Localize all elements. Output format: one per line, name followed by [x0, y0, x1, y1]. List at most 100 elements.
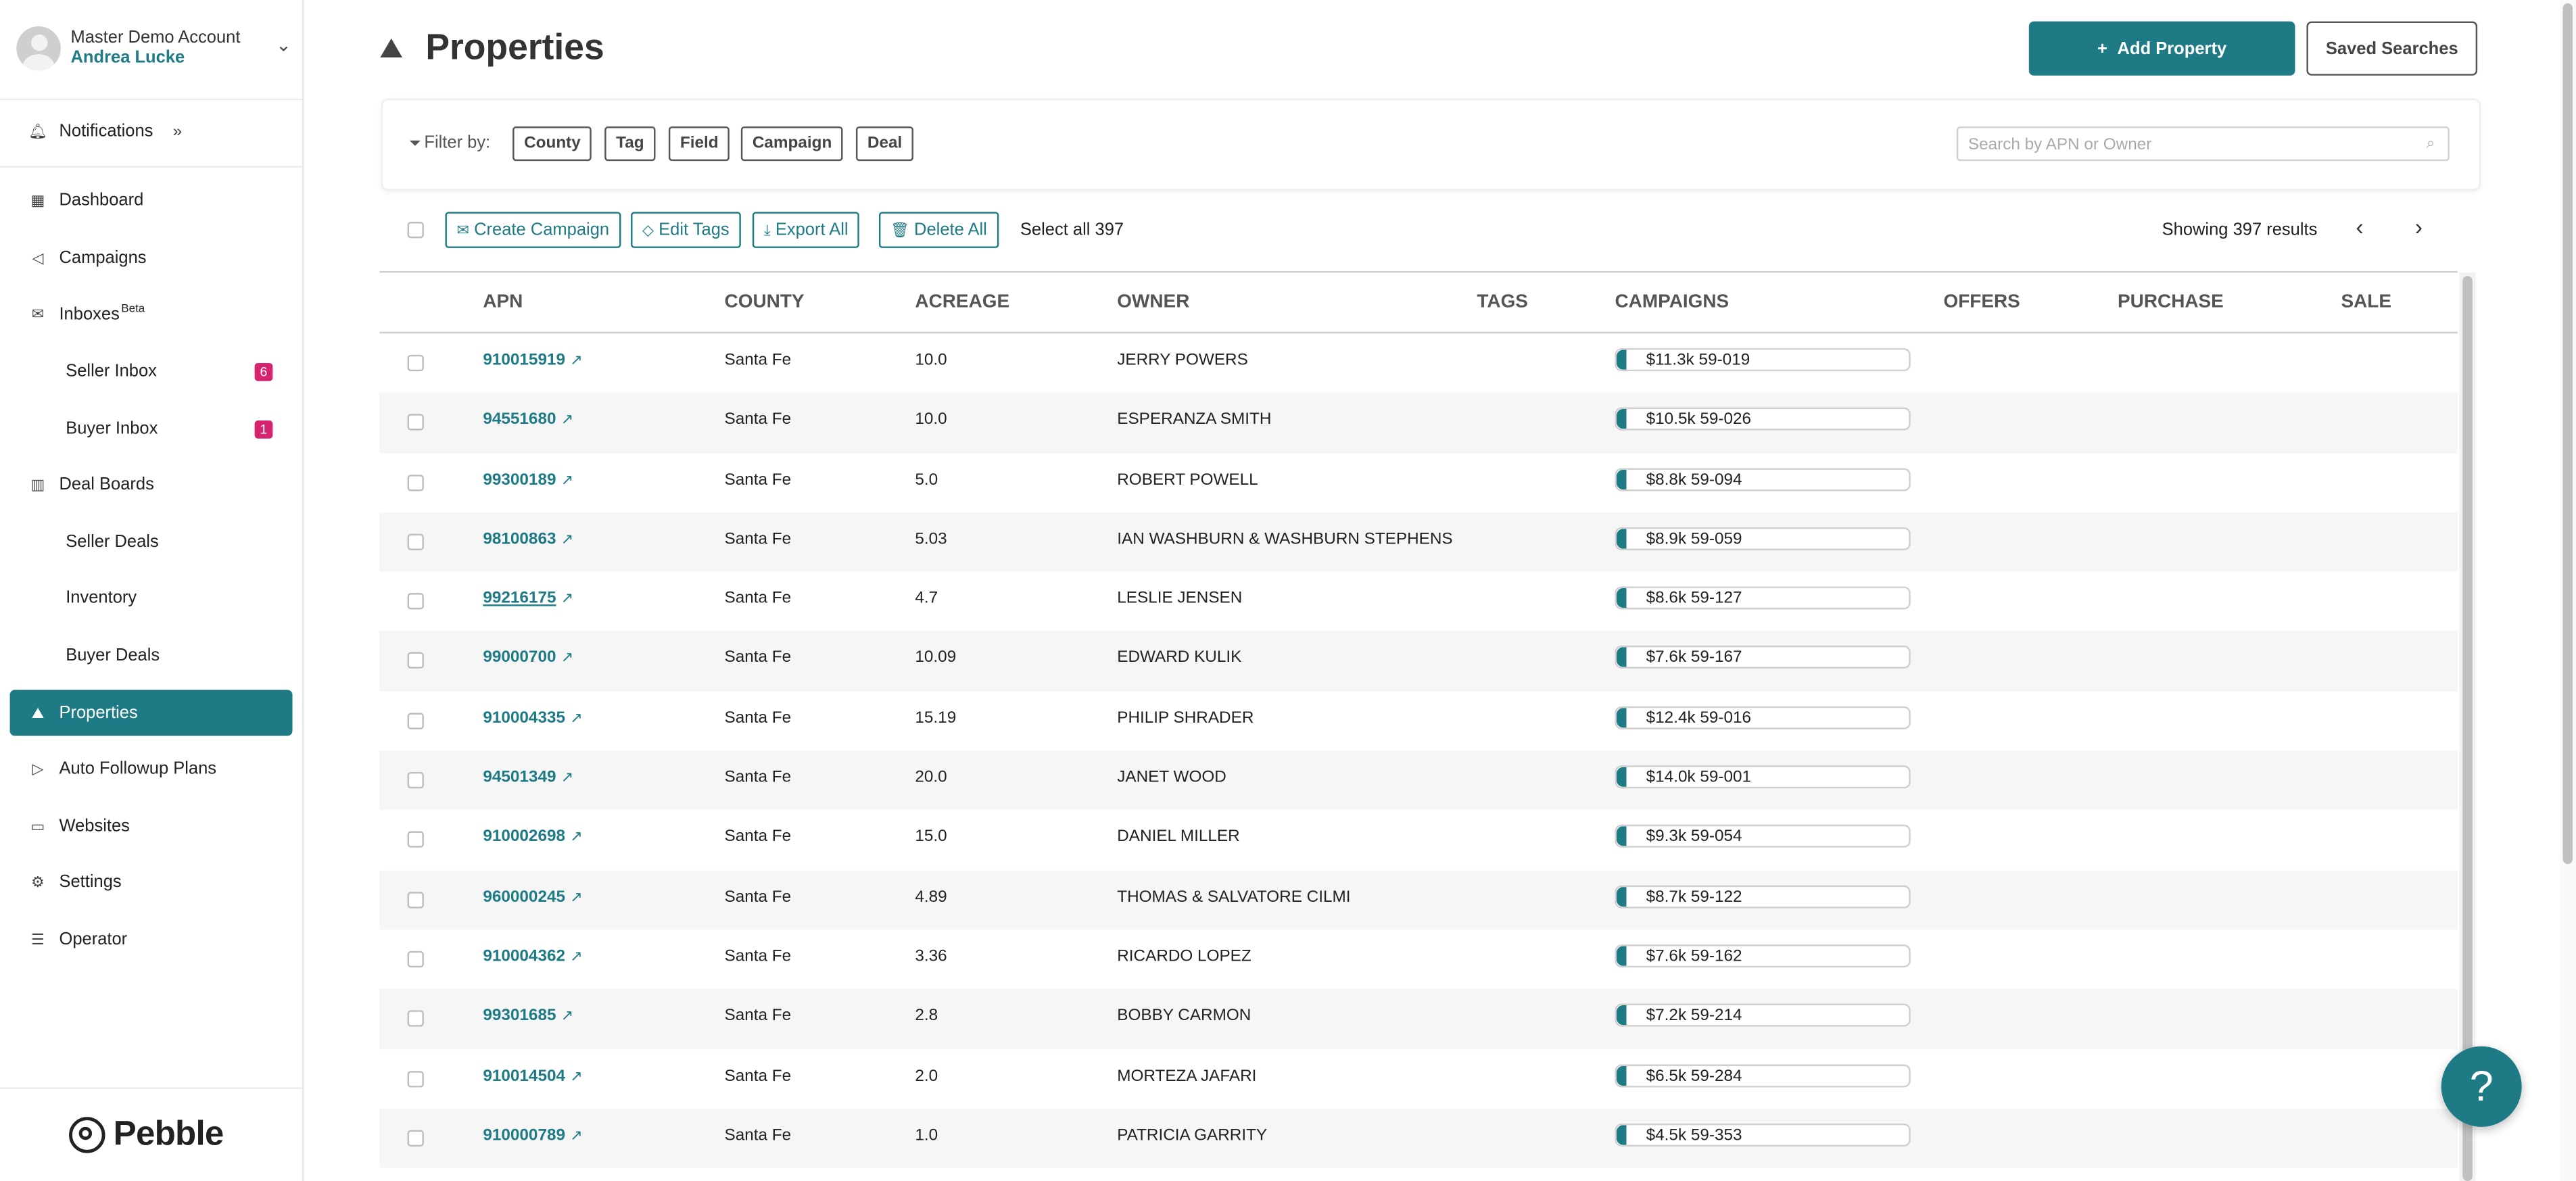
select-all-link[interactable]: Select all 397 — [1020, 220, 1124, 240]
chevron-down-icon[interactable]: ⌄ — [276, 36, 291, 56]
column-header-county[interactable]: COUNTY — [724, 292, 805, 312]
external-link-icon[interactable]: ↗ — [570, 709, 583, 726]
table-row[interactable]: 99301685 ↗ Santa Fe 2.8 BOBBY CARMON $7.2… — [379, 989, 2458, 1049]
table-row[interactable]: 99300189 ↗ Santa Fe 5.0 ROBERT POWELL $8.… — [379, 453, 2458, 512]
row-checkbox[interactable] — [407, 354, 424, 372]
campaign-pill[interactable]: $11.3k 59-019 — [1615, 348, 1911, 372]
double-chevron-right-icon[interactable]: » — [172, 122, 183, 141]
table-row[interactable]: 98100863 ↗ Santa Fe 5.03 IAN WASHBURN & W… — [379, 512, 2458, 573]
external-link-icon[interactable]: ↗ — [570, 947, 583, 965]
column-header-apn[interactable]: APN — [483, 292, 523, 312]
campaign-pill[interactable]: $8.9k 59-059 — [1615, 527, 1911, 550]
row-checkbox[interactable] — [407, 772, 424, 789]
campaign-pill[interactable]: $4.5k 59-353 — [1615, 1123, 1911, 1147]
campaign-pill[interactable]: $12.4k 59-016 — [1615, 706, 1911, 729]
row-checkbox[interactable] — [407, 950, 424, 968]
create-campaign-button[interactable]: ✉ Create Campaign — [445, 212, 621, 248]
campaign-pill[interactable]: $7.2k 59-214 — [1615, 1004, 1911, 1028]
campaign-pill[interactable]: $8.7k 59-122 — [1615, 884, 1911, 908]
table-row[interactable]: 910015919 ↗ Santa Fe 10.0 JERRY POWERS $1… — [379, 333, 2458, 393]
apn-link[interactable]: 99301685 — [483, 1007, 556, 1026]
campaign-pill[interactable]: $7.6k 59-167 — [1615, 646, 1911, 670]
table-row[interactable]: 910004362 ↗ Santa Fe 3.36 RICARDO LOPEZ $… — [379, 930, 2458, 989]
row-checkbox[interactable] — [407, 891, 424, 908]
apn-link[interactable]: 910004362 — [483, 947, 566, 966]
sidebar-item-websites[interactable]: ▭ Websites — [10, 803, 293, 849]
external-link-icon[interactable]: ↗ — [560, 649, 574, 667]
sidebar-item-auto-followup-plans[interactable]: ▷ Auto Followup Plans — [10, 746, 293, 792]
apn-link[interactable]: 910002698 — [483, 828, 566, 847]
external-link-icon[interactable]: ↗ — [570, 1067, 583, 1084]
sidebar-item-inboxes[interactable]: ✉ Inboxes Beta — [10, 291, 293, 337]
filter-chip-campaign[interactable]: Campaign — [740, 126, 844, 162]
table-row[interactable]: 94551680 ↗ Santa Fe 10.0 ESPERANZA SMITH … — [379, 393, 2458, 453]
apn-link[interactable]: 910015919 — [483, 351, 566, 370]
external-link-icon[interactable]: ↗ — [560, 1007, 574, 1024]
column-header-owner[interactable]: OWNER — [1117, 292, 1190, 312]
table-scrollbar[interactable] — [2459, 272, 2476, 1181]
external-link-icon[interactable]: ↗ — [570, 351, 583, 368]
table-row[interactable]: 910002698 ↗ Santa Fe 15.0 DANIEL MILLER $… — [379, 811, 2458, 870]
row-checkbox[interactable] — [407, 1130, 424, 1147]
search-input[interactable] — [1958, 129, 2422, 162]
row-checkbox[interactable] — [407, 414, 424, 431]
scrollbar-thumb[interactable] — [2562, 3, 2573, 865]
external-link-icon[interactable]: ↗ — [560, 471, 574, 487]
sidebar-item-properties[interactable]: ⛰︎ Properties — [9, 690, 293, 736]
external-link-icon[interactable]: ↗ — [560, 411, 574, 428]
apn-link[interactable]: 99300189 — [483, 471, 556, 489]
sidebar-item-campaigns[interactable]: ◁ Campaigns — [10, 235, 293, 281]
campaign-pill[interactable]: $9.3k 59-054 — [1615, 825, 1911, 848]
apn-link[interactable]: 98100863 — [483, 530, 556, 549]
prev-page-icon[interactable]: ‹ — [2356, 213, 2364, 240]
filter-chip-field[interactable]: Field — [668, 126, 730, 162]
table-row[interactable]: 910014504 ↗ Santa Fe 2.0 MORTEZA JAFARI $… — [379, 1049, 2458, 1109]
column-header-sale[interactable]: SALE — [2341, 292, 2391, 312]
edit-tags-button[interactable]: ◇ Edit Tags — [631, 212, 741, 248]
table-row[interactable]: 99216175 ↗ Santa Fe 4.7 LESLIE JENSEN $8.… — [379, 572, 2458, 631]
campaign-pill[interactable]: $10.5k 59-026 — [1615, 408, 1911, 431]
campaign-pill[interactable]: $14.0k 59-001 — [1615, 765, 1911, 789]
sidebar-item-buyer-deals[interactable]: Buyer Deals — [10, 632, 293, 678]
table-row[interactable]: 910004335 ↗ Santa Fe 15.19 PHILIP SHRADER… — [379, 691, 2458, 750]
filter-chip-county[interactable]: County — [512, 126, 592, 162]
sidebar-item-operator[interactable]: ☰ Operator — [10, 917, 293, 963]
row-checkbox[interactable] — [407, 1010, 424, 1028]
help-button[interactable]: ? — [2441, 1046, 2522, 1127]
add-property-button[interactable]: + Add Property — [2028, 21, 2295, 76]
saved-searches-button[interactable]: Saved Searches — [2306, 21, 2478, 76]
external-link-icon[interactable]: ↗ — [570, 828, 583, 845]
external-link-icon[interactable]: ↗ — [560, 769, 574, 786]
export-all-button[interactable]: ⤓ Export All — [752, 212, 860, 248]
sidebar-item-seller-inbox[interactable]: Seller Inbox 6 — [10, 348, 293, 394]
table-row[interactable]: 94501349 ↗ Santa Fe 20.0 JANET WOOD $14.0… — [379, 750, 2458, 811]
next-page-icon[interactable]: › — [2414, 213, 2423, 240]
page-scrollbar[interactable] — [2559, 0, 2576, 1181]
apn-link[interactable]: 910000789 — [483, 1126, 566, 1145]
apn-link[interactable]: 910004335 — [483, 709, 566, 727]
sidebar-item-settings[interactable]: ⚙ Settings — [10, 859, 293, 905]
apn-link[interactable]: 960000245 — [483, 888, 566, 907]
external-link-icon[interactable]: ↗ — [560, 589, 574, 607]
scrollbar-thumb[interactable] — [2462, 276, 2473, 1181]
sidebar-item-buyer-inbox[interactable]: Buyer Inbox 1 — [10, 406, 293, 452]
column-header-campaigns[interactable]: CAMPAIGNS — [1615, 292, 1730, 312]
column-header-purchase[interactable]: PURCHASE — [2118, 292, 2224, 312]
sidebar-item-notifications[interactable]: 🔔︎ Notifications » — [10, 108, 293, 154]
column-header-tags[interactable]: TAGS — [1477, 292, 1528, 312]
campaign-pill[interactable]: $6.5k 59-284 — [1615, 1063, 1911, 1087]
apn-link[interactable]: 94501349 — [483, 769, 556, 788]
column-header-offers[interactable]: OFFERS — [1943, 292, 2020, 312]
account-switcher[interactable]: Master Demo Account Andrea Lucke ⌄ — [16, 26, 295, 72]
apn-link[interactable]: 99216175 — [483, 589, 556, 608]
sidebar-item-dashboard[interactable]: ▦ Dashboard — [10, 177, 293, 223]
row-checkbox[interactable] — [407, 474, 424, 491]
campaign-pill[interactable]: $8.8k 59-094 — [1615, 467, 1911, 491]
campaign-pill[interactable]: $7.6k 59-162 — [1615, 944, 1911, 968]
row-checkbox[interactable] — [407, 831, 424, 848]
external-link-icon[interactable]: ↗ — [560, 530, 574, 547]
apn-link[interactable]: 910014504 — [483, 1067, 566, 1086]
table-row[interactable]: 960000245 ↗ Santa Fe 4.89 THOMAS & SALVAT… — [379, 869, 2458, 930]
column-header-acreage[interactable]: ACREAGE — [915, 292, 1010, 312]
table-row[interactable]: 99000700 ↗ Santa Fe 10.09 EDWARD KULIK $7… — [379, 631, 2458, 692]
